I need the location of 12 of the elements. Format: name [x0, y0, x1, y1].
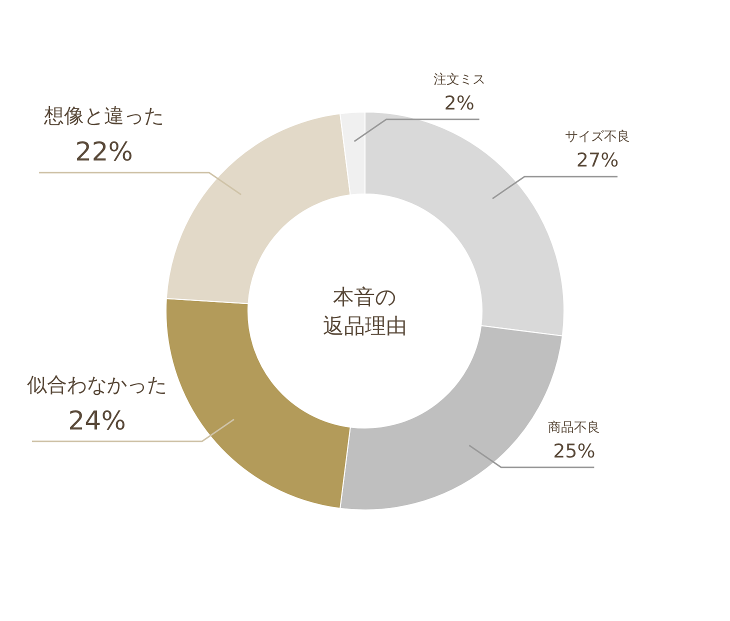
slice-label: 想像と違った — [43, 104, 164, 128]
slice-label: サイズ不良 — [565, 130, 630, 145]
data-label: 2% — [444, 92, 474, 114]
data-label: 27% — [576, 150, 619, 172]
text: 本音の — [333, 285, 397, 309]
data-label: 25% — [553, 440, 596, 462]
slice-label: 注文ミス — [433, 72, 486, 88]
slice-label: 商品不良 — [548, 420, 600, 436]
data-label: 22% — [75, 138, 133, 168]
text: 返品理由 — [323, 314, 407, 338]
slice-label: 似合わなかった — [27, 372, 168, 396]
data-label: 24% — [68, 406, 126, 436]
